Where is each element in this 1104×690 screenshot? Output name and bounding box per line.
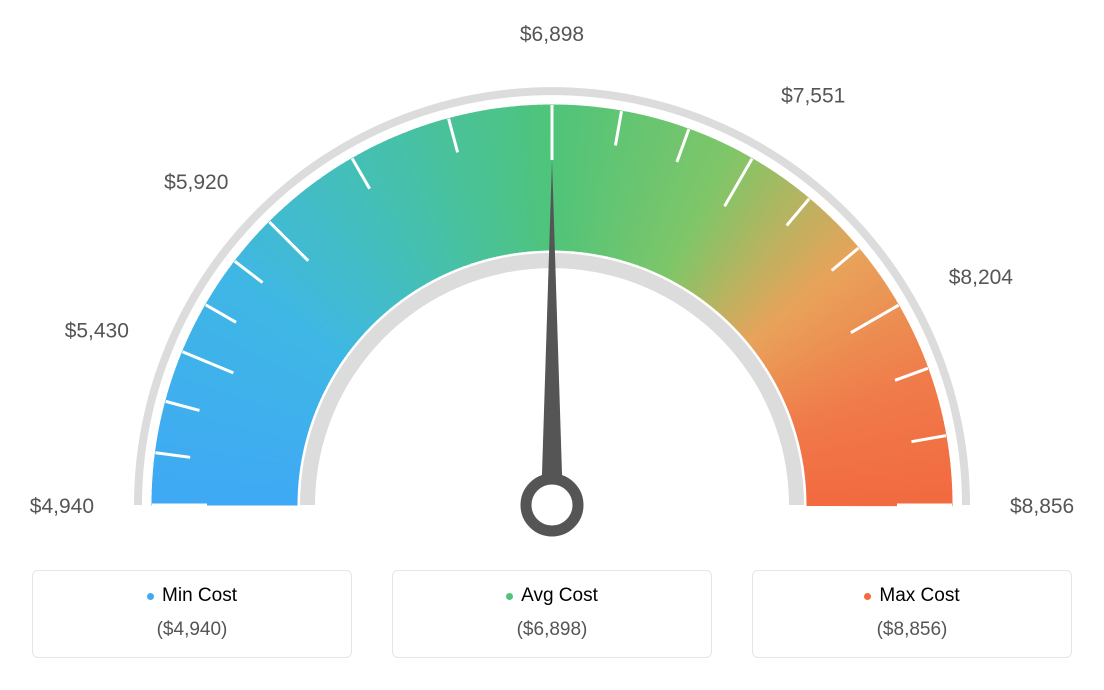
legend-label-min: Min Cost (147, 585, 237, 607)
legend-label-avg: Avg Cost (506, 585, 598, 607)
svg-text:$5,920: $5,920 (164, 171, 228, 194)
legend-label-max: Max Cost (864, 585, 959, 607)
svg-text:$6,898: $6,898 (520, 23, 584, 46)
legend-label-text: Max Cost (879, 585, 959, 607)
svg-text:$5,430: $5,430 (65, 320, 129, 343)
legend-card-max: Max Cost ($8,856) (752, 570, 1072, 658)
dot-icon (864, 593, 871, 600)
legend-value-max: ($8,856) (761, 619, 1063, 641)
svg-text:$8,856: $8,856 (1010, 495, 1074, 518)
legend-label-text: Min Cost (162, 585, 237, 607)
gauge-chart: $4,940 $5,430 $5,920 $6,898 $7,551 $8,204 $8,8… (0, 0, 1104, 560)
legend-value-min: ($4,940) (41, 619, 343, 641)
dot-icon (147, 593, 154, 600)
svg-text:$7,551: $7,551 (781, 84, 845, 107)
legend-card-min: Min Cost ($4,940) (32, 570, 352, 658)
legend-row: Min Cost ($4,940) Avg Cost ($6,898) Max … (0, 560, 1104, 658)
legend-label-text: Avg Cost (521, 585, 598, 607)
dot-icon (506, 593, 513, 600)
gauge-svg: $4,940 $5,430 $5,920 $6,898 $7,551 $8,204 $8,8… (0, 0, 1104, 560)
legend-card-avg: Avg Cost ($6,898) (392, 570, 712, 658)
svg-text:$4,940: $4,940 (30, 495, 94, 518)
legend-value-avg: ($6,898) (401, 619, 703, 641)
svg-text:$8,204: $8,204 (949, 266, 1014, 289)
